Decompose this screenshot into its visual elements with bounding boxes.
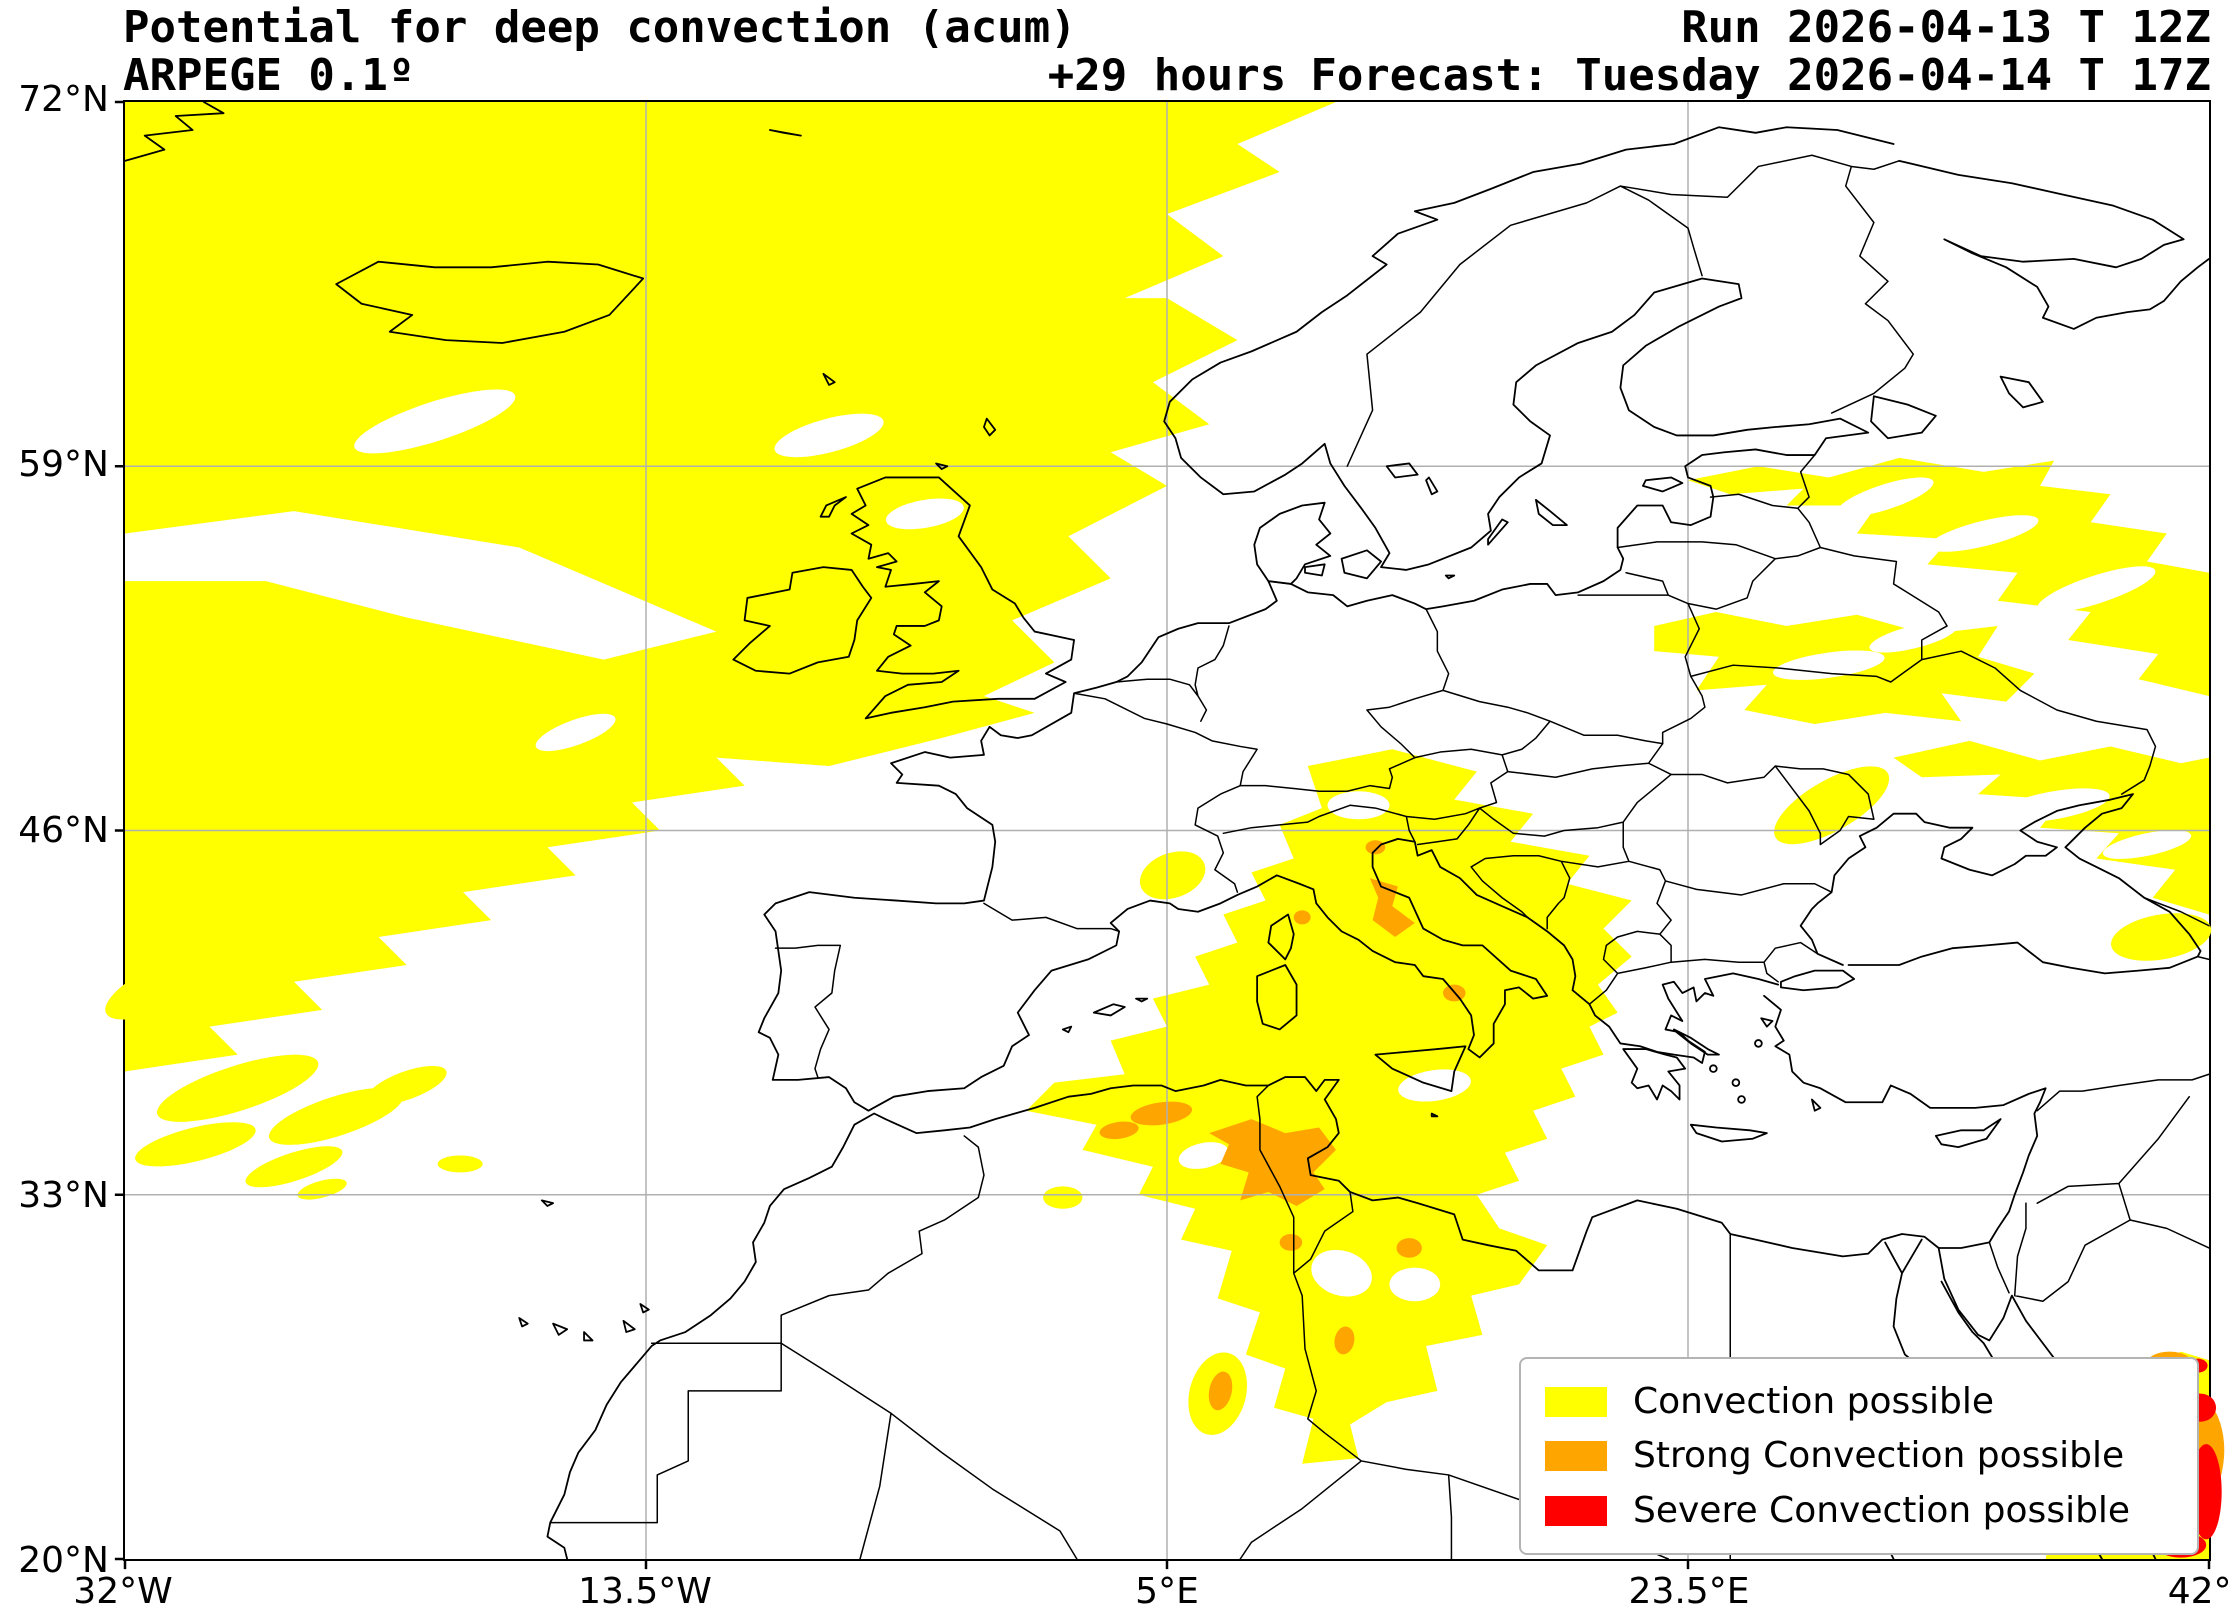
- borders-iberia-france: [776, 581, 1291, 1077]
- x-tick-23-5e: 23.5°E: [1628, 1571, 1750, 1612]
- coastline-crete-aegean: [1674, 1018, 1820, 1141]
- y-tick-33n: 33°N: [18, 1175, 109, 1216]
- strong-convection-central-italy: [1369, 878, 1415, 937]
- x-tick-5e: 5°E: [1135, 1571, 1199, 1612]
- x-tick-13-5w: 13.5°W: [578, 1571, 712, 1612]
- coastline-med-islands: [1063, 915, 2001, 1148]
- coastline-greenland: [125, 102, 224, 161]
- gridlines: [125, 102, 2209, 1559]
- coastline-britain: [852, 477, 1074, 718]
- coastline-west-europe-med: [759, 581, 1778, 1111]
- white-gap-atlantic-wedge: [125, 511, 717, 660]
- coastlines-layer: [125, 102, 2209, 1559]
- run-label: Run 2026-04-13 T 12Z: [1681, 2, 2211, 53]
- tick-marks: [115, 102, 2209, 1569]
- coastline-baltic-islands: [1446, 477, 1683, 578]
- legend-label-strong-convection: Strong Convection possible: [1633, 1435, 2125, 1476]
- map-canvas: [125, 102, 2209, 1559]
- convection-area-atlantic-nw: [125, 102, 1336, 1072]
- borders-caucasus-levant: [1989, 898, 2209, 1301]
- coastline-hebrides: [821, 497, 846, 517]
- coastline-kola-white-sea: [1899, 161, 2209, 329]
- x-tick-32w: 32°W: [73, 1571, 173, 1612]
- legend-label-severe-convection: Severe Convection possible: [1633, 1489, 2131, 1531]
- coastline-marmara: [1781, 971, 1854, 991]
- convection-area-east-europe-north: [1688, 457, 2209, 697]
- convection-area-south-russia: [1893, 740, 2209, 915]
- white-gaps-layer: [125, 389, 2192, 1302]
- coastline-denmark: [1254, 503, 1381, 584]
- legend-swatch-convection: [1545, 1386, 1607, 1417]
- coastline-anatolia-levant-africa: [547, 996, 2045, 1559]
- coastline-black-sea: [1801, 794, 2201, 973]
- lead-time-label: +29 hours: [1047, 50, 1287, 101]
- legend-swatch-strong-convection: [1545, 1441, 1607, 1471]
- legend-swatch-severe-convection: [1545, 1495, 1607, 1526]
- y-tick-72n: 72°N: [18, 79, 109, 120]
- borders-balkans: [1471, 822, 1831, 1004]
- coastline-iceland: [336, 262, 643, 343]
- map-plot-area: Convection possible Strong Convection po…: [123, 100, 2211, 1561]
- coastline-canaries-madeira: [519, 1200, 649, 1340]
- y-tick-46n: 46°N: [18, 810, 109, 851]
- x-tick-42e: 42°E: [2167, 1571, 2233, 1612]
- y-tick-59n: 59°N: [18, 444, 109, 485]
- coastline-shetland-orkney: [936, 419, 995, 469]
- legend-item-severe-convection: Severe Convection possible: [1545, 1489, 2173, 1531]
- page-title: Potential for deep convection (acum): [123, 2, 1077, 53]
- lakes-ladoga-onega-vanern: [1387, 377, 2043, 495]
- forecast-label: Forecast: Tuesday 2026-04-14 T 17Z: [1310, 50, 2211, 101]
- coastline-ireland: [733, 567, 871, 673]
- legend-item-strong-convection: Strong Convection possible: [1545, 1436, 2173, 1476]
- legend-item-convection: Convection possible: [1545, 1380, 2173, 1422]
- model-label: ARPEGE 0.1º: [123, 50, 415, 101]
- y-tick-20n: 20°N: [18, 1540, 109, 1581]
- coastline-scandinavia-baltic: [1164, 127, 1893, 609]
- legend: Convection possible Strong Convection po…: [1519, 1357, 2199, 1555]
- borders-scandinavia: [1347, 155, 1913, 466]
- coastline-faroe: [823, 374, 834, 385]
- coastline-jan-mayen: [770, 130, 801, 136]
- borders-east-europe: [1578, 455, 2155, 844]
- coastline-peloponnese: [1623, 1049, 1685, 1099]
- strong-convection-algeria-tunisia: [1209, 1119, 1336, 1206]
- borders-central-europe: [1223, 609, 1671, 844]
- legend-label-convection: Convection possible: [1633, 1380, 1995, 1422]
